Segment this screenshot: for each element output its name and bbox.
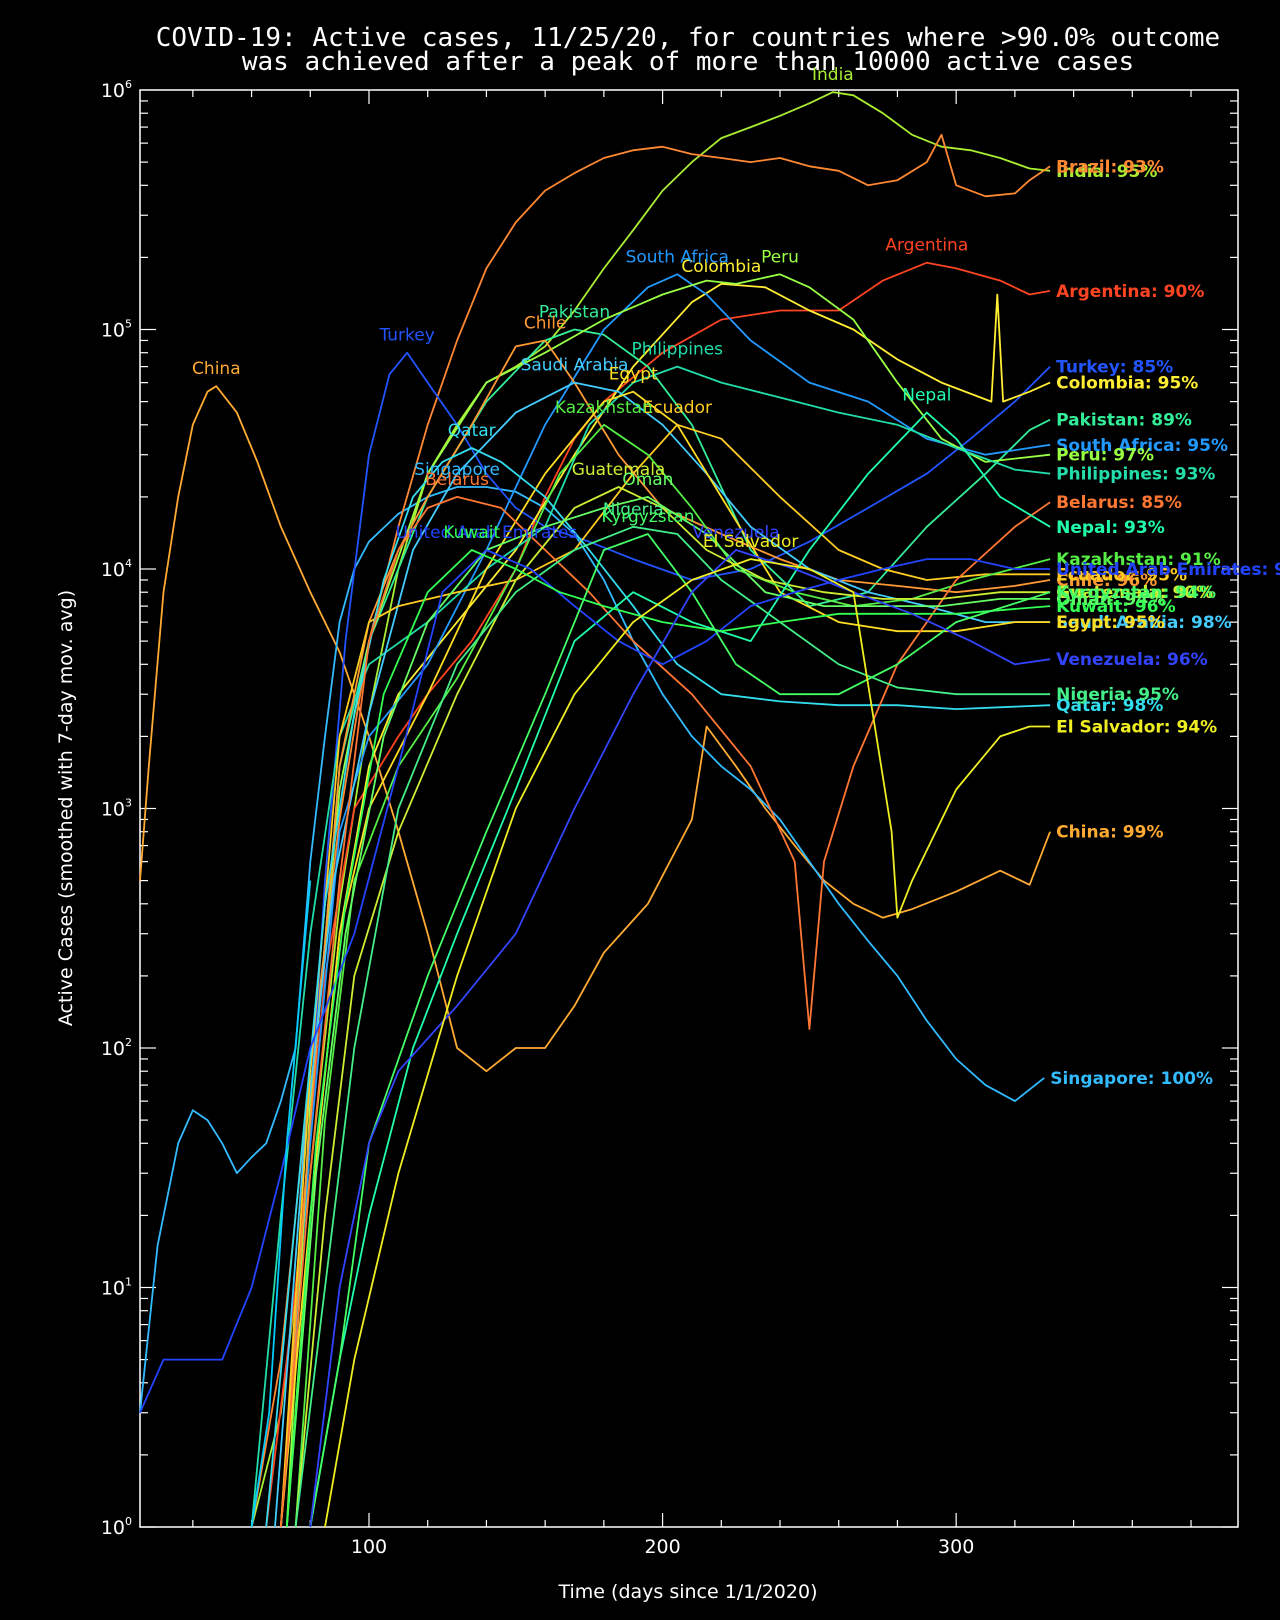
end-label: Argentina: 90% bbox=[1056, 282, 1204, 302]
peak-label: Guatemala bbox=[572, 460, 666, 480]
chart-title-line1: COVID-19: Active cases, 11/25/20, for co… bbox=[156, 23, 1220, 53]
series-lines bbox=[139, 91, 1051, 1528]
series-line-nigeria bbox=[294, 525, 1051, 1528]
end-label: Guatemala: 90% bbox=[1056, 583, 1213, 603]
peak-label: United Arab Emirates bbox=[395, 523, 577, 543]
series-line-turkey bbox=[280, 351, 1051, 1528]
series-line-qatar bbox=[265, 447, 1051, 1528]
peak-label: Philippines bbox=[631, 340, 723, 360]
peak-label: Peru bbox=[761, 247, 799, 267]
series-line-colombia bbox=[285, 283, 1051, 1528]
y-tick-label: 102 bbox=[101, 1036, 132, 1060]
peak-label: India bbox=[812, 65, 854, 85]
x-tick-label: 100 bbox=[351, 1536, 387, 1558]
end-label: Saudi Arabia: 98% bbox=[1056, 613, 1232, 633]
series-line-philippines bbox=[250, 365, 1051, 1528]
end-label: Brazil: 93% bbox=[1056, 157, 1164, 177]
y-axis-title: Active Cases (smoothed with 7-day mov. a… bbox=[55, 590, 77, 1026]
peak-label: Kazakhstan bbox=[555, 398, 653, 418]
series-line-argentina bbox=[265, 261, 1051, 1528]
end-label: Peru: 97% bbox=[1056, 446, 1154, 466]
peak-label: Kuwait bbox=[443, 523, 500, 543]
peak-label: Colombia bbox=[681, 257, 761, 277]
end-label: Pakistan: 89% bbox=[1056, 411, 1192, 431]
axes: 100 200 300 100 101 102 103 104 105 106 bbox=[101, 78, 1239, 1558]
series-line-brazil bbox=[250, 133, 1051, 1528]
end-label: India: 95% bbox=[1056, 162, 1157, 182]
end-label: Chile: 96% bbox=[1056, 571, 1157, 591]
peak-label: Saudi Arabia bbox=[521, 356, 629, 376]
peak-label: South Africa bbox=[626, 247, 729, 267]
peak-label: China bbox=[192, 359, 241, 379]
end-label: Kazakhstan: 91% bbox=[1056, 550, 1221, 570]
series-line-china bbox=[139, 385, 1051, 1073]
peak-label: Kyrgyzstan bbox=[601, 507, 694, 527]
series-line-saudi-arabia bbox=[274, 381, 1051, 1528]
series-line-belarus bbox=[280, 496, 1051, 1528]
peak-label: Argentina bbox=[885, 236, 968, 256]
end-label: China: 99% bbox=[1056, 823, 1163, 843]
chart-title-line2: was achieved after a peak of more than 1… bbox=[242, 47, 1134, 77]
end-label: Ecuador: 95% bbox=[1056, 565, 1187, 585]
series-line-nepal bbox=[309, 411, 1051, 1528]
peak-label: Singapore bbox=[414, 460, 500, 480]
end-label: Colombia: 95% bbox=[1056, 374, 1198, 394]
end-label: Egypt: 95% bbox=[1056, 613, 1165, 633]
series-labels: China China: 99% Singapore Singapore: 100% I… bbox=[192, 65, 1280, 1089]
end-label: United Arab Emirates: 93% bbox=[1056, 560, 1280, 580]
series-line-singapore-alt bbox=[250, 880, 312, 1528]
end-label: Nepal: 93% bbox=[1056, 518, 1165, 538]
end-label: Venezuela: 96% bbox=[1056, 650, 1208, 670]
end-label: El Salvador: 94% bbox=[1056, 717, 1217, 737]
y-tick-label: 101 bbox=[101, 1276, 132, 1300]
series-line-united-arab-emirates bbox=[139, 549, 1051, 1414]
end-label: South Africa: 95% bbox=[1056, 436, 1228, 456]
end-label: Turkey: 85% bbox=[1056, 358, 1173, 378]
end-label: Qatar: 98% bbox=[1056, 696, 1163, 716]
y-tick-label: 106 bbox=[101, 78, 132, 102]
peak-label: Turkey bbox=[378, 326, 434, 346]
x-tick-label: 300 bbox=[938, 1536, 974, 1558]
series-line-kuwait bbox=[285, 549, 1051, 1528]
end-label: Nigeria: 95% bbox=[1056, 685, 1179, 705]
end-label: Philippines: 93% bbox=[1056, 465, 1215, 485]
series-line-singapore bbox=[139, 486, 1045, 1413]
series-line-egypt bbox=[280, 390, 1051, 1528]
series-line-guatemala bbox=[294, 486, 1051, 1528]
series-line-kyrgyzstan bbox=[309, 533, 1051, 1528]
peak-label: Qatar bbox=[448, 421, 496, 441]
x-tick-label: 200 bbox=[644, 1536, 680, 1558]
end-label: Kuwait: 96% bbox=[1056, 597, 1176, 617]
series-line-oman bbox=[285, 496, 1051, 1528]
series-line-venezuela bbox=[309, 549, 1051, 1528]
peak-label: Venezuela bbox=[692, 523, 779, 543]
y-tick-label: 103 bbox=[101, 797, 132, 821]
y-tick-label: 105 bbox=[101, 318, 132, 342]
series-line-south-africa bbox=[280, 273, 1051, 1528]
series-line-el-salvador bbox=[324, 558, 1051, 1528]
peak-label: Nigeria bbox=[603, 500, 664, 520]
series-line-ecuador bbox=[280, 423, 1051, 1528]
x-axis-title: Time (days since 1/1/2020) bbox=[558, 1581, 818, 1603]
end-label: Kyrgyzstan: 94% bbox=[1056, 583, 1216, 603]
end-label: Belarus: 85% bbox=[1056, 493, 1182, 513]
peak-label: Chile bbox=[524, 313, 567, 333]
series-line-india bbox=[250, 91, 1051, 1528]
peak-label: Nepal bbox=[902, 386, 951, 406]
end-label: Singapore: 100% bbox=[1050, 1069, 1213, 1089]
peak-label: El Salvador bbox=[703, 532, 798, 552]
peak-label: Pakistan bbox=[539, 303, 610, 323]
y-tick-label: 104 bbox=[101, 557, 132, 581]
peak-label: Egypt bbox=[609, 365, 658, 385]
y-tick-label: 100 bbox=[101, 1515, 132, 1539]
peak-label: Ecuador bbox=[643, 398, 712, 418]
peak-label: Belarus bbox=[425, 470, 489, 490]
series-line-kazakhstan bbox=[294, 423, 1051, 1528]
end-label: Oman: 94% bbox=[1056, 590, 1165, 610]
peak-label: Oman bbox=[622, 470, 673, 490]
